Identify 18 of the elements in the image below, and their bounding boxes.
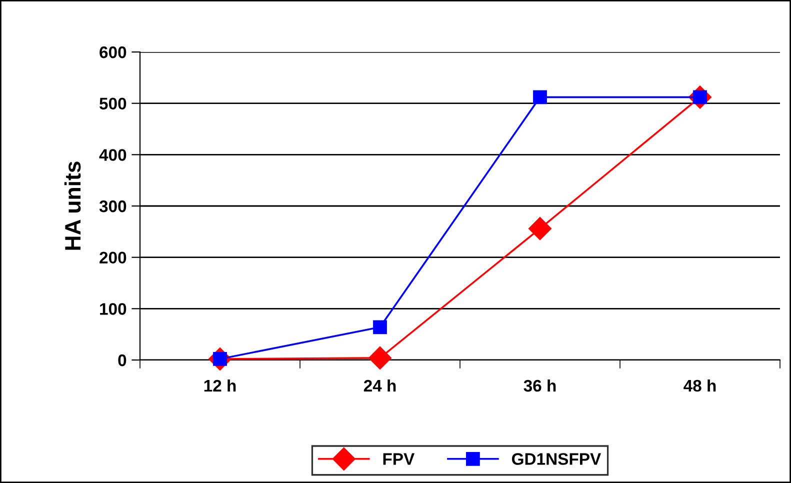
point — [373, 320, 387, 334]
x-tick-label: 24 h — [364, 379, 396, 392]
y-tick-label: 200 — [100, 252, 126, 264]
legend-label: GD1NSFPV — [512, 453, 602, 465]
x-tick-label: 36 h — [524, 379, 556, 392]
y-tick-label: 0 — [118, 354, 126, 366]
legend-label: FPV — [383, 453, 415, 465]
y-tick-label: 100 — [100, 303, 126, 315]
x-tick-label: 48 h — [684, 379, 716, 392]
point — [528, 217, 552, 240]
point — [368, 346, 392, 370]
point — [533, 90, 547, 104]
y-tick-label: 500 — [100, 98, 126, 110]
x-tick-label: 12 h — [204, 379, 236, 392]
y-tick-label: 300 — [99, 200, 126, 212]
y-tick-label: 600 — [100, 46, 126, 58]
y-axis-title: HA units — [64, 162, 81, 250]
y-tick-label: 400 — [99, 149, 126, 161]
